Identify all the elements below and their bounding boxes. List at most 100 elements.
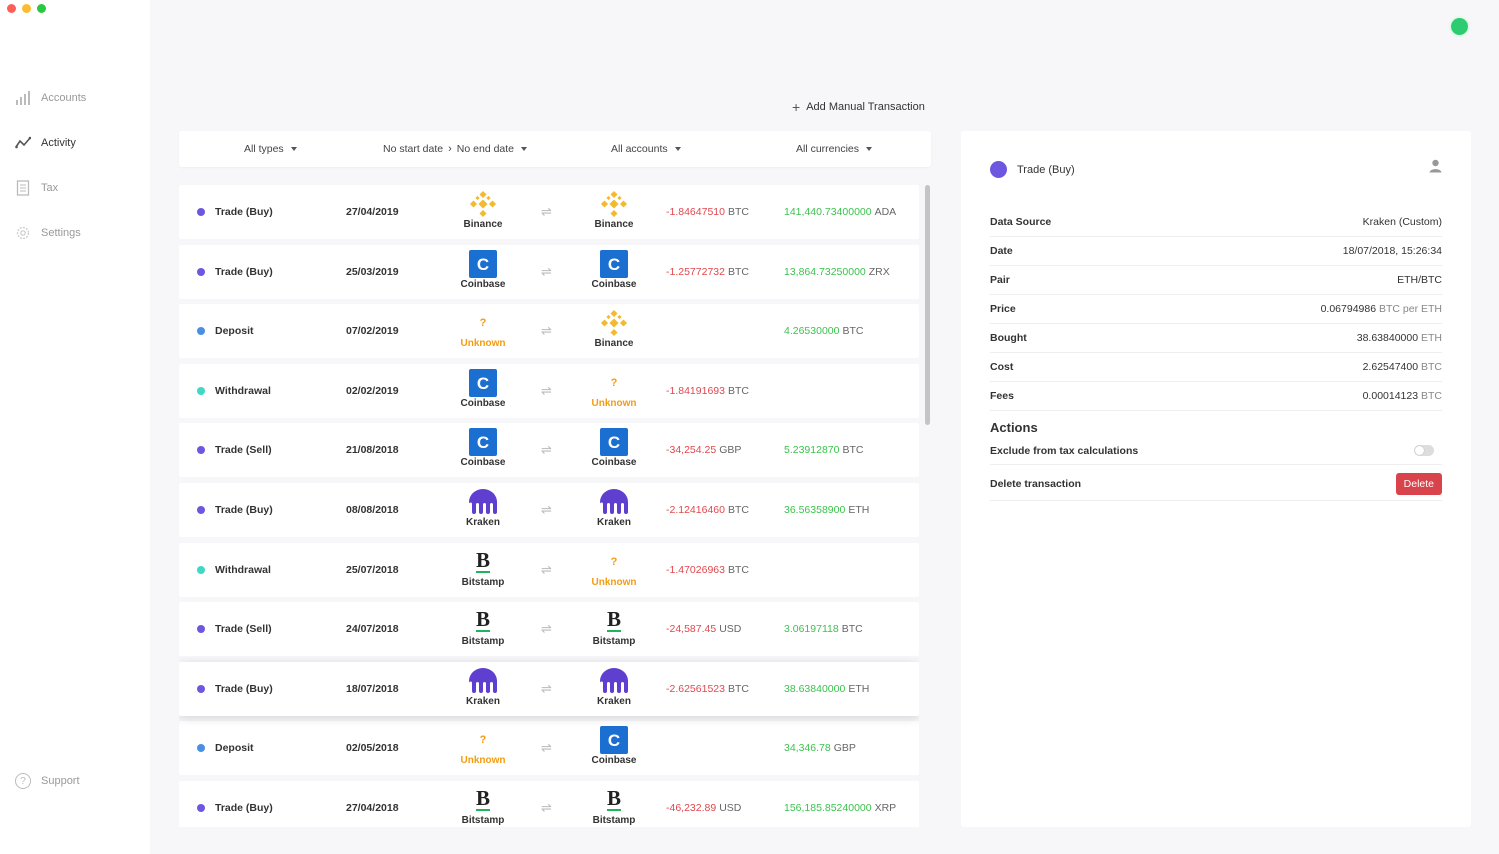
caret-down-icon <box>521 147 528 151</box>
detail-field-unit: ETH <box>1421 332 1442 344</box>
destination-exchange-name: Unknown <box>591 397 637 409</box>
transaction-date: 21/08/2018 <box>346 444 399 457</box>
transaction-row[interactable]: Withdrawal 02/02/2019 C Coinbase ⇌? Unknown -1… <box>179 363 919 418</box>
destination-exchange-name: Bitstamp <box>592 636 636 648</box>
bitstamp-logo-icon: B <box>607 786 621 811</box>
transaction-date: 18/07/2018 <box>346 682 399 695</box>
outgoing-currency: BTC <box>727 503 749 516</box>
destination-exchange-name: Coinbase <box>591 278 637 290</box>
transaction-row[interactable]: Trade (Buy) 25/03/2019 C Coinbase ⇌ C Coinbase… <box>179 244 919 299</box>
transfer-arrows-icon: ⇌ <box>541 561 552 577</box>
source-exchange-name: Kraken <box>466 516 500 528</box>
kraken-logo-icon <box>600 667 628 693</box>
source-exchange-name: Bitstamp <box>461 636 505 648</box>
transfer-arrows-icon: ⇌ <box>541 263 552 279</box>
sidebar-item-label: Accounts <box>41 92 87 104</box>
user-icon[interactable] <box>1429 159 1442 178</box>
destination-exchange-name: Binance <box>594 338 634 350</box>
start-date-filter[interactable]: No start date <box>383 143 444 155</box>
add-manual-transaction-button[interactable]: + Add Manual Transaction <box>792 99 925 115</box>
transaction-date: 25/03/2019 <box>346 265 399 278</box>
transaction-row[interactable]: Withdrawal 25/07/2018 B Bitstamp ⇌? Unknown -1… <box>179 542 919 597</box>
accounts-filter-dropdown[interactable]: All accounts <box>611 143 681 155</box>
transaction-type: Trade (Buy) <box>215 801 273 814</box>
incoming-currency: ZRX <box>868 265 890 278</box>
transfer-arrows-icon: ⇌ <box>541 740 552 756</box>
bitstamp-logo-icon: B <box>476 786 490 811</box>
support-link[interactable]: ? Support <box>15 773 80 789</box>
svg-text:B: B <box>607 607 621 631</box>
svg-text:B: B <box>607 786 621 810</box>
end-date-filter[interactable]: No end date <box>456 143 515 155</box>
close-window-button[interactable] <box>7 4 16 13</box>
detail-field-row: Price 0.06794986 BTC per ETH <box>990 295 1442 324</box>
kraken-logo-icon <box>469 488 497 514</box>
window-controls <box>7 4 46 13</box>
type-filter-dropdown[interactable]: All types <box>244 143 297 155</box>
outgoing-amount-value: -2.12416460 <box>666 503 725 516</box>
outgoing-amount: -34,254.25 GBP <box>666 444 741 456</box>
svg-text:C: C <box>477 255 489 274</box>
transaction-date: 27/04/2019 <box>346 206 399 218</box>
detail-field-value: ETH/BTC <box>1397 274 1442 286</box>
transaction-type-dot <box>197 625 205 634</box>
coinbase-logo-icon: C <box>600 428 628 457</box>
incoming-currency: ADA <box>874 206 897 218</box>
source-exchange-name: Unknown <box>460 755 506 767</box>
coinbase-logo-icon: C <box>600 249 628 278</box>
transaction-row[interactable]: Trade (Buy) 27/04/2019 Binance ⇌ Binance -1.8… <box>179 185 919 239</box>
detail-header: Trade (Buy) <box>990 161 1075 178</box>
outgoing-amount: -2.12416460 BTC <box>666 504 749 516</box>
outgoing-amount: -1.25772732 BTC <box>666 266 749 278</box>
transfer-arrows-icon: ⇌ <box>541 501 552 517</box>
transaction-row[interactable]: Trade (Buy) 08/08/2018 Kraken ⇌ Kraken -2.124… <box>179 482 919 537</box>
svg-text:C: C <box>477 374 489 393</box>
maximize-window-button[interactable] <box>37 4 46 13</box>
destination-exchange: C Coinbase <box>584 427 644 468</box>
transaction-type: Trade (Sell) <box>215 623 272 636</box>
currencies-filter-dropdown[interactable]: All currencies <box>796 143 873 155</box>
sidebar-nav: Accounts Activity Tax Settings <box>0 87 150 267</box>
minimize-window-button[interactable] <box>22 4 31 13</box>
plus-icon: + <box>792 99 801 115</box>
list-scrollbar[interactable] <box>925 185 930 425</box>
document-icon <box>16 180 30 196</box>
outgoing-amount-value: -1.47026963 <box>666 563 725 576</box>
transaction-type-dot <box>197 208 205 216</box>
date-range-filter[interactable]: No start date › No end date <box>383 143 528 155</box>
transaction-type: Trade (Buy) <box>215 265 273 278</box>
destination-exchange: ? Unknown <box>584 547 644 588</box>
delete-button[interactable]: Delete <box>1395 472 1442 495</box>
detail-fields: Data Source Kraken (Custom) Date 18/07/2018… <box>990 208 1442 411</box>
incoming-currency: ETH <box>848 503 870 516</box>
incoming-amount: 4.26530000 BTC <box>784 325 863 337</box>
bitstamp-logo-icon: B <box>476 548 490 573</box>
transaction-row[interactable]: Trade (Buy) 27/04/2018 B Bitstamp ⇌ B Bitstamp… <box>179 780 919 827</box>
incoming-currency: XRP <box>874 801 897 814</box>
sidebar-item-accounts[interactable]: Accounts <box>0 87 150 109</box>
transaction-row[interactable]: Trade (Sell) 21/08/2018 C Coinbase ⇌ C Coinbas… <box>179 423 919 478</box>
transfer-arrows-icon: ⇌ <box>541 382 552 398</box>
svg-text:C: C <box>477 433 489 452</box>
outgoing-amount: -24,587.45 USD <box>666 623 741 635</box>
transaction-type-dot <box>197 505 205 514</box>
transaction-date: 02/02/2019 <box>346 384 399 397</box>
destination-exchange: B Bitstamp <box>584 785 644 826</box>
outgoing-amount-value: -2.62561523 <box>666 682 725 695</box>
source-exchange: B Bitstamp <box>453 785 513 826</box>
incoming-amount-value: 5.23912870 <box>784 444 840 457</box>
transaction-row[interactable]: Trade (Sell) 24/07/2018 B Bitstamp ⇌ B Bitstam… <box>179 602 919 657</box>
transaction-row[interactable]: Trade (Buy) 18/07/2018 Kraken ⇌ Kraken -2.625… <box>179 661 919 716</box>
sidebar-item-activity[interactable]: Activity <box>0 132 150 154</box>
outgoing-currency: BTC <box>727 563 749 576</box>
source-exchange: Kraken <box>453 666 513 707</box>
exclude-from-tax-toggle[interactable] <box>1414 445 1434 456</box>
transaction-date: 24/07/2018 <box>346 623 399 636</box>
transaction-date: 08/08/2018 <box>346 503 399 516</box>
sidebar-item-tax[interactable]: Tax <box>0 177 150 199</box>
sidebar-item-settings[interactable]: Settings <box>0 222 150 244</box>
transaction-row[interactable]: Deposit 07/02/2019? Unknown ⇌ Binance 4.26530… <box>179 304 919 359</box>
transaction-type-dot <box>197 684 205 693</box>
unknown-source-icon: ? <box>479 317 487 330</box>
transaction-row[interactable]: Deposit 02/05/2018? Unknown ⇌ C Coinbase 34,34… <box>179 721 919 776</box>
